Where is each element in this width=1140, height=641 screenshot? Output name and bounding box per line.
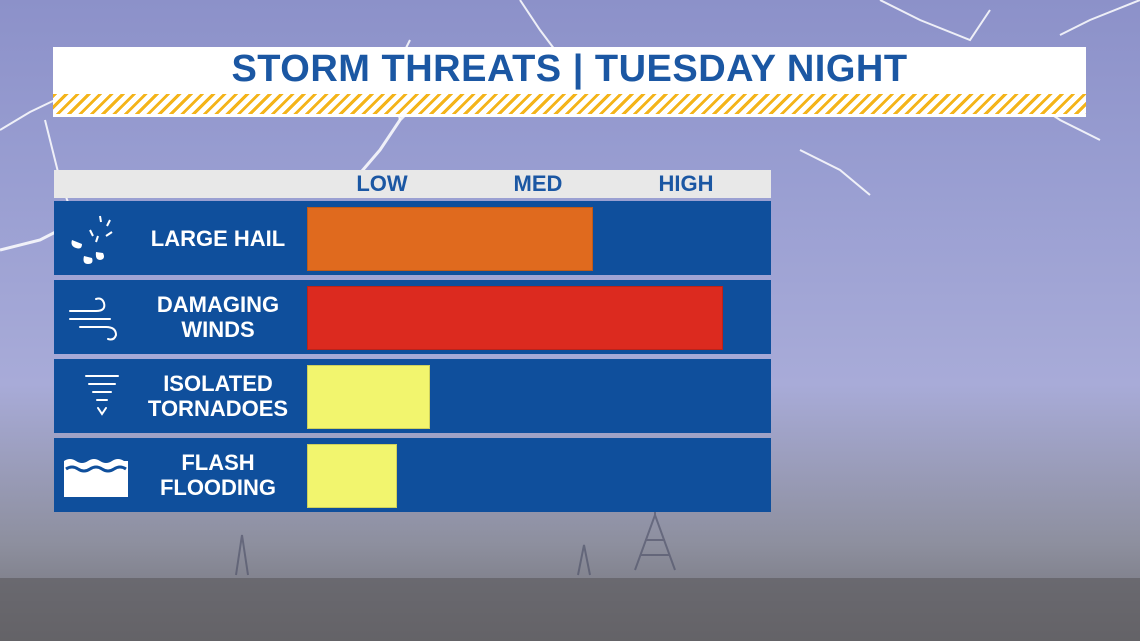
threat-chart: LOW MED HIGH LARGE HAIL DAMAGING WINDS: [54, 170, 771, 512]
page-title: STORM THREATS | TUESDAY NIGHT: [231, 47, 908, 90]
wind-icon: [69, 297, 118, 341]
tornado-icon: [85, 375, 119, 416]
bar-isolated-tornadoes: [307, 365, 430, 429]
flood-icon: [64, 459, 128, 497]
bar-large-hail: [307, 207, 593, 271]
label-line: DAMAGING: [156, 292, 280, 317]
threat-row-isolated-tornadoes: ISOLATED TORNADOES: [54, 359, 771, 433]
threat-row-flash-flooding: FLASH FLOODING: [54, 438, 771, 512]
label-line: ISOLATED: [163, 371, 273, 396]
threat-row-large-hail: LARGE HAIL: [54, 201, 771, 275]
threat-label-isolated-tornadoes: ISOLATED TORNADOES: [132, 359, 304, 433]
threat-label-flash-flooding: FLASH FLOODING: [132, 438, 304, 512]
label-line: TORNADOES: [147, 396, 289, 421]
label-line: WINDS: [181, 317, 255, 342]
scale-label-med: MED: [513, 171, 563, 196]
label-line: FLASH: [181, 450, 255, 475]
bar-flash-flooding: [307, 444, 397, 508]
scale-header: LOW MED HIGH: [54, 170, 771, 198]
scale-label-high: HIGH: [658, 171, 714, 196]
scale-label-low: LOW: [356, 171, 408, 196]
threat-label-large-hail: LARGE HAIL: [150, 225, 286, 251]
threat-row-damaging-winds: DAMAGING WINDS: [54, 280, 771, 354]
threat-label-damaging-winds: DAMAGING WINDS: [132, 280, 304, 354]
bar-damaging-winds: [307, 286, 723, 350]
title-stripe: [53, 94, 1086, 114]
hail-icon: [71, 215, 113, 264]
label-line: FLOODING: [159, 475, 277, 500]
title-bar: STORM THREATS | TUESDAY NIGHT: [53, 47, 1086, 117]
